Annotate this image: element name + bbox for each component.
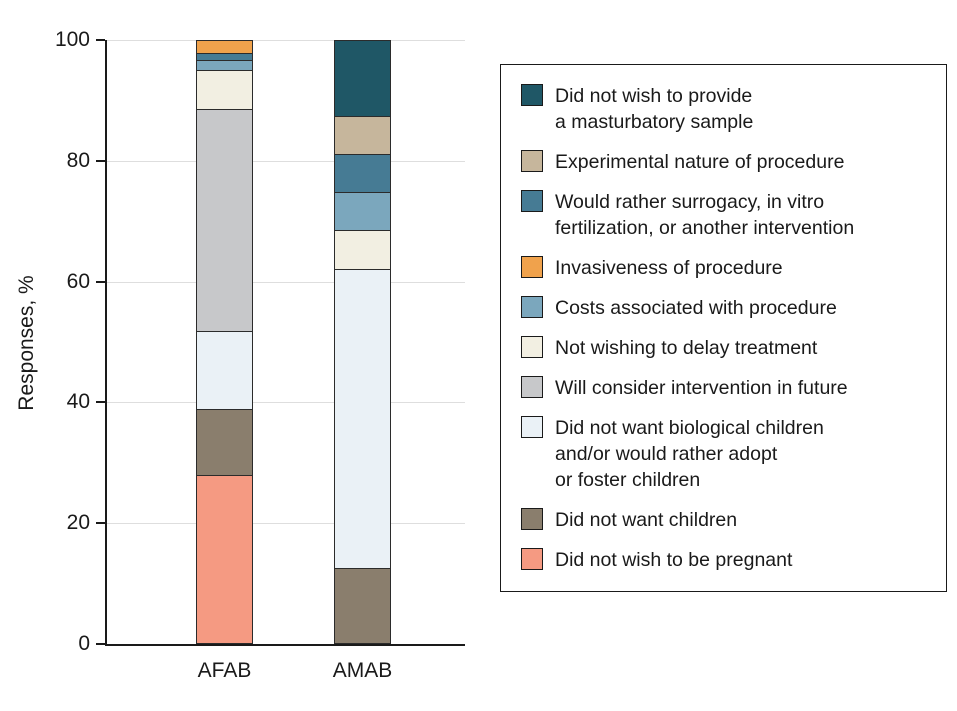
y-tick-mark-100 [96, 39, 105, 41]
bar-segment [197, 41, 252, 53]
legend-label: Invasiveness of procedure [555, 257, 783, 279]
legend-swatch [521, 84, 543, 106]
legend-swatch [521, 336, 543, 358]
gridline-60 [107, 281, 465, 283]
legend-label: Would rather surrogacy, in vitro fertiliz… [555, 191, 855, 239]
gridline-20 [107, 523, 465, 525]
legend-swatch [521, 376, 543, 398]
y-tick-label-80: 80 [66, 148, 90, 172]
legend-swatch [521, 548, 543, 570]
gridline-40 [107, 402, 465, 404]
bar-segment [197, 69, 252, 110]
legend-item: Did not want biological children and/or w… [521, 415, 926, 493]
gridline-100 [107, 40, 465, 41]
bar-segment [197, 52, 252, 60]
y-tick-label-0: 0 [78, 632, 90, 655]
legend-item: Invasiveness of procedure [521, 255, 926, 281]
legend-item: Costs associated with procedure [521, 295, 926, 321]
legend-swatch [521, 296, 543, 318]
legend-swatch [521, 508, 543, 530]
bar-segment [335, 268, 390, 568]
bar-amab [334, 40, 391, 644]
gridline-80 [107, 160, 465, 162]
bar-segment [197, 330, 252, 409]
legend-item: Experimental nature of procedure [521, 149, 926, 175]
bar-segment [335, 192, 390, 231]
y-tick-mark-20 [96, 522, 105, 525]
bar-segment [335, 567, 390, 643]
legend-swatch [521, 150, 543, 172]
legend: Did not wish to provide a masturbatory sa… [500, 64, 947, 592]
bar-segment [335, 153, 390, 192]
legend-swatch [521, 416, 543, 438]
x-tick-label-amab: AMAB [332, 659, 393, 682]
bar-segment [197, 59, 252, 70]
bar-segment [197, 475, 252, 643]
legend-item: Did not wish to provide a masturbatory sa… [521, 83, 926, 135]
bar-segment [197, 109, 252, 331]
y-tick-mark-60 [96, 280, 105, 283]
y-tick-label-20: 20 [66, 511, 90, 535]
legend-label: Experimental nature of procedure [555, 151, 845, 173]
legend-item: Not wishing to delay treatment [521, 335, 926, 361]
bar-afab [196, 40, 253, 644]
y-axis-label: Responses, % [15, 275, 38, 411]
legend-label: Did not want biological children and/or w… [555, 417, 824, 491]
legend-label: Will consider intervention in future [555, 377, 848, 399]
y-tick-mark-40 [96, 401, 105, 404]
x-tick-label-afab: AFAB [197, 659, 252, 682]
legend-label: Did not wish to be pregnant [555, 549, 793, 571]
y-tick-mark-0 [96, 643, 105, 645]
bar-segment [335, 115, 390, 154]
legend-item: Did not want children [521, 507, 926, 533]
legend-swatch [521, 190, 543, 212]
legend-item: Did not wish to be pregnant [521, 547, 926, 573]
legend-item: Would rather surrogacy, in vitro fertiliz… [521, 189, 926, 241]
bar-segment [197, 408, 252, 476]
legend-swatch [521, 256, 543, 278]
y-tick-mark-80 [96, 159, 105, 162]
legend-label: Costs associated with procedure [555, 297, 837, 319]
legend-label: Did not want children [555, 509, 738, 531]
bar-segment [335, 41, 390, 116]
y-tick-label-60: 60 [66, 269, 90, 293]
legend-label: Did not wish to provide a masturbatory sa… [555, 85, 754, 133]
legend-label: Not wishing to delay treatment [555, 337, 818, 359]
y-tick-label-40: 40 [66, 390, 90, 414]
plot-area: 0 20 40 60 80 100 AFAB AMAB [55, 28, 465, 682]
bar-segment [335, 230, 390, 269]
y-tick-label-100: 100 [54, 28, 90, 51]
legend-item: Will consider intervention in future [521, 375, 926, 401]
